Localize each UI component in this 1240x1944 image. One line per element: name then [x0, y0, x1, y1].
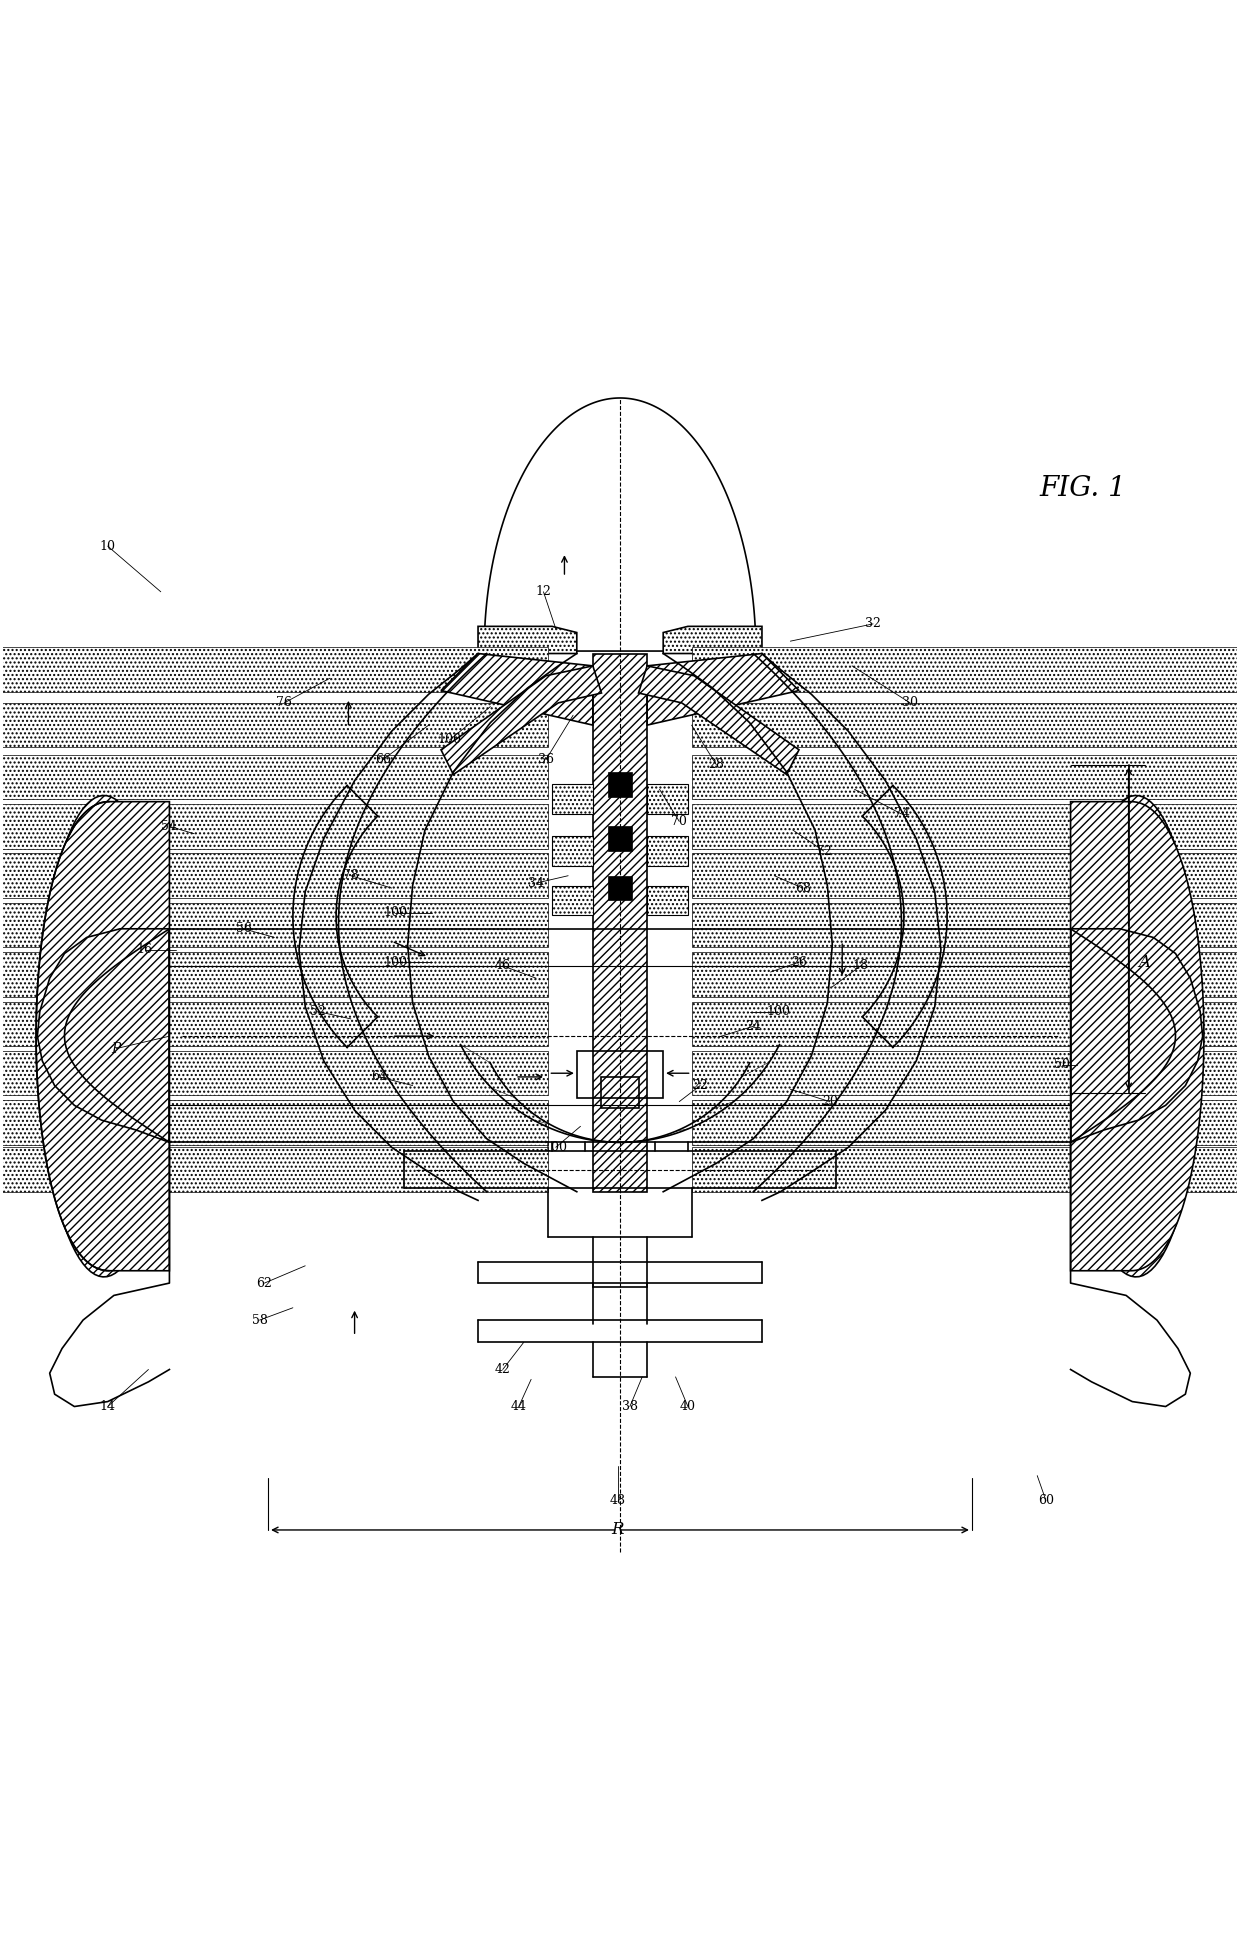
- Polygon shape: [552, 836, 593, 865]
- Polygon shape: [0, 647, 548, 692]
- Polygon shape: [608, 826, 632, 851]
- Text: 24: 24: [745, 1021, 761, 1032]
- Text: 100: 100: [438, 733, 461, 746]
- Text: 74: 74: [894, 807, 909, 820]
- Text: 26: 26: [791, 956, 807, 968]
- Polygon shape: [0, 1052, 548, 1096]
- Text: 70: 70: [671, 815, 687, 828]
- Text: 60: 60: [1038, 1493, 1054, 1507]
- Text: 30: 30: [901, 696, 918, 710]
- Bar: [601, 1077, 639, 1108]
- Text: 64: 64: [371, 1071, 387, 1083]
- Text: 40: 40: [680, 1400, 696, 1413]
- Polygon shape: [647, 836, 688, 865]
- Text: 20: 20: [822, 1094, 838, 1108]
- Polygon shape: [40, 795, 169, 1277]
- Text: P: P: [112, 1042, 122, 1056]
- Text: 58: 58: [252, 1314, 268, 1326]
- Polygon shape: [552, 783, 593, 815]
- Polygon shape: [0, 953, 548, 997]
- Polygon shape: [647, 886, 688, 916]
- Polygon shape: [639, 667, 799, 774]
- Text: 56: 56: [236, 921, 252, 935]
- Polygon shape: [692, 1147, 1240, 1192]
- Text: 18: 18: [853, 958, 869, 972]
- Polygon shape: [692, 1100, 1240, 1145]
- Polygon shape: [608, 772, 632, 797]
- Polygon shape: [0, 902, 548, 947]
- Polygon shape: [692, 902, 1240, 947]
- Polygon shape: [0, 1147, 548, 1192]
- Text: 28: 28: [708, 758, 724, 772]
- Polygon shape: [552, 886, 593, 916]
- Polygon shape: [484, 399, 756, 651]
- Text: 44: 44: [511, 1400, 527, 1413]
- Text: 68: 68: [795, 881, 811, 894]
- Bar: [577, 1052, 663, 1098]
- Polygon shape: [0, 1001, 548, 1046]
- Polygon shape: [692, 704, 1240, 746]
- Text: 46: 46: [495, 958, 511, 972]
- Polygon shape: [692, 1001, 1240, 1046]
- Polygon shape: [692, 953, 1240, 997]
- Text: 38: 38: [622, 1400, 637, 1413]
- Text: 32: 32: [866, 618, 880, 630]
- Polygon shape: [692, 1052, 1240, 1096]
- Polygon shape: [441, 667, 601, 774]
- Polygon shape: [0, 805, 548, 848]
- Text: 72: 72: [816, 844, 832, 857]
- Text: 52: 52: [310, 1005, 325, 1019]
- Text: 36: 36: [538, 752, 554, 766]
- Text: 50: 50: [1054, 1058, 1070, 1071]
- Text: 14: 14: [99, 1400, 115, 1413]
- Polygon shape: [0, 1100, 548, 1145]
- Text: 66: 66: [374, 752, 391, 766]
- Polygon shape: [663, 626, 761, 653]
- Text: 48: 48: [610, 1493, 625, 1507]
- Polygon shape: [441, 653, 593, 725]
- Polygon shape: [0, 754, 548, 799]
- Text: FIG. 1: FIG. 1: [1039, 474, 1126, 502]
- Text: 34: 34: [528, 877, 544, 890]
- Text: 78: 78: [343, 869, 358, 883]
- Text: 62: 62: [257, 1277, 273, 1289]
- Text: 100: 100: [383, 956, 407, 968]
- Polygon shape: [647, 783, 688, 815]
- Polygon shape: [36, 801, 170, 1271]
- Text: 22: 22: [692, 1079, 708, 1093]
- Polygon shape: [692, 647, 1240, 692]
- Text: R: R: [611, 1522, 624, 1538]
- Text: 76: 76: [277, 696, 293, 710]
- Polygon shape: [479, 626, 577, 653]
- Polygon shape: [1071, 795, 1200, 1277]
- Polygon shape: [1070, 801, 1204, 1271]
- Polygon shape: [0, 704, 548, 746]
- Polygon shape: [692, 805, 1240, 848]
- Text: A: A: [1138, 955, 1151, 970]
- Polygon shape: [608, 875, 632, 900]
- Text: 12: 12: [536, 585, 552, 599]
- Text: 100: 100: [383, 906, 407, 920]
- Text: 100: 100: [766, 1005, 790, 1019]
- Text: 54: 54: [161, 820, 177, 832]
- Text: 10: 10: [99, 540, 115, 552]
- Polygon shape: [0, 853, 548, 898]
- Text: 100: 100: [544, 1141, 568, 1155]
- Text: 42: 42: [495, 1363, 511, 1376]
- Polygon shape: [593, 653, 647, 1192]
- Text: 16: 16: [136, 943, 153, 956]
- Polygon shape: [692, 853, 1240, 898]
- Polygon shape: [692, 754, 1240, 799]
- Polygon shape: [647, 653, 799, 725]
